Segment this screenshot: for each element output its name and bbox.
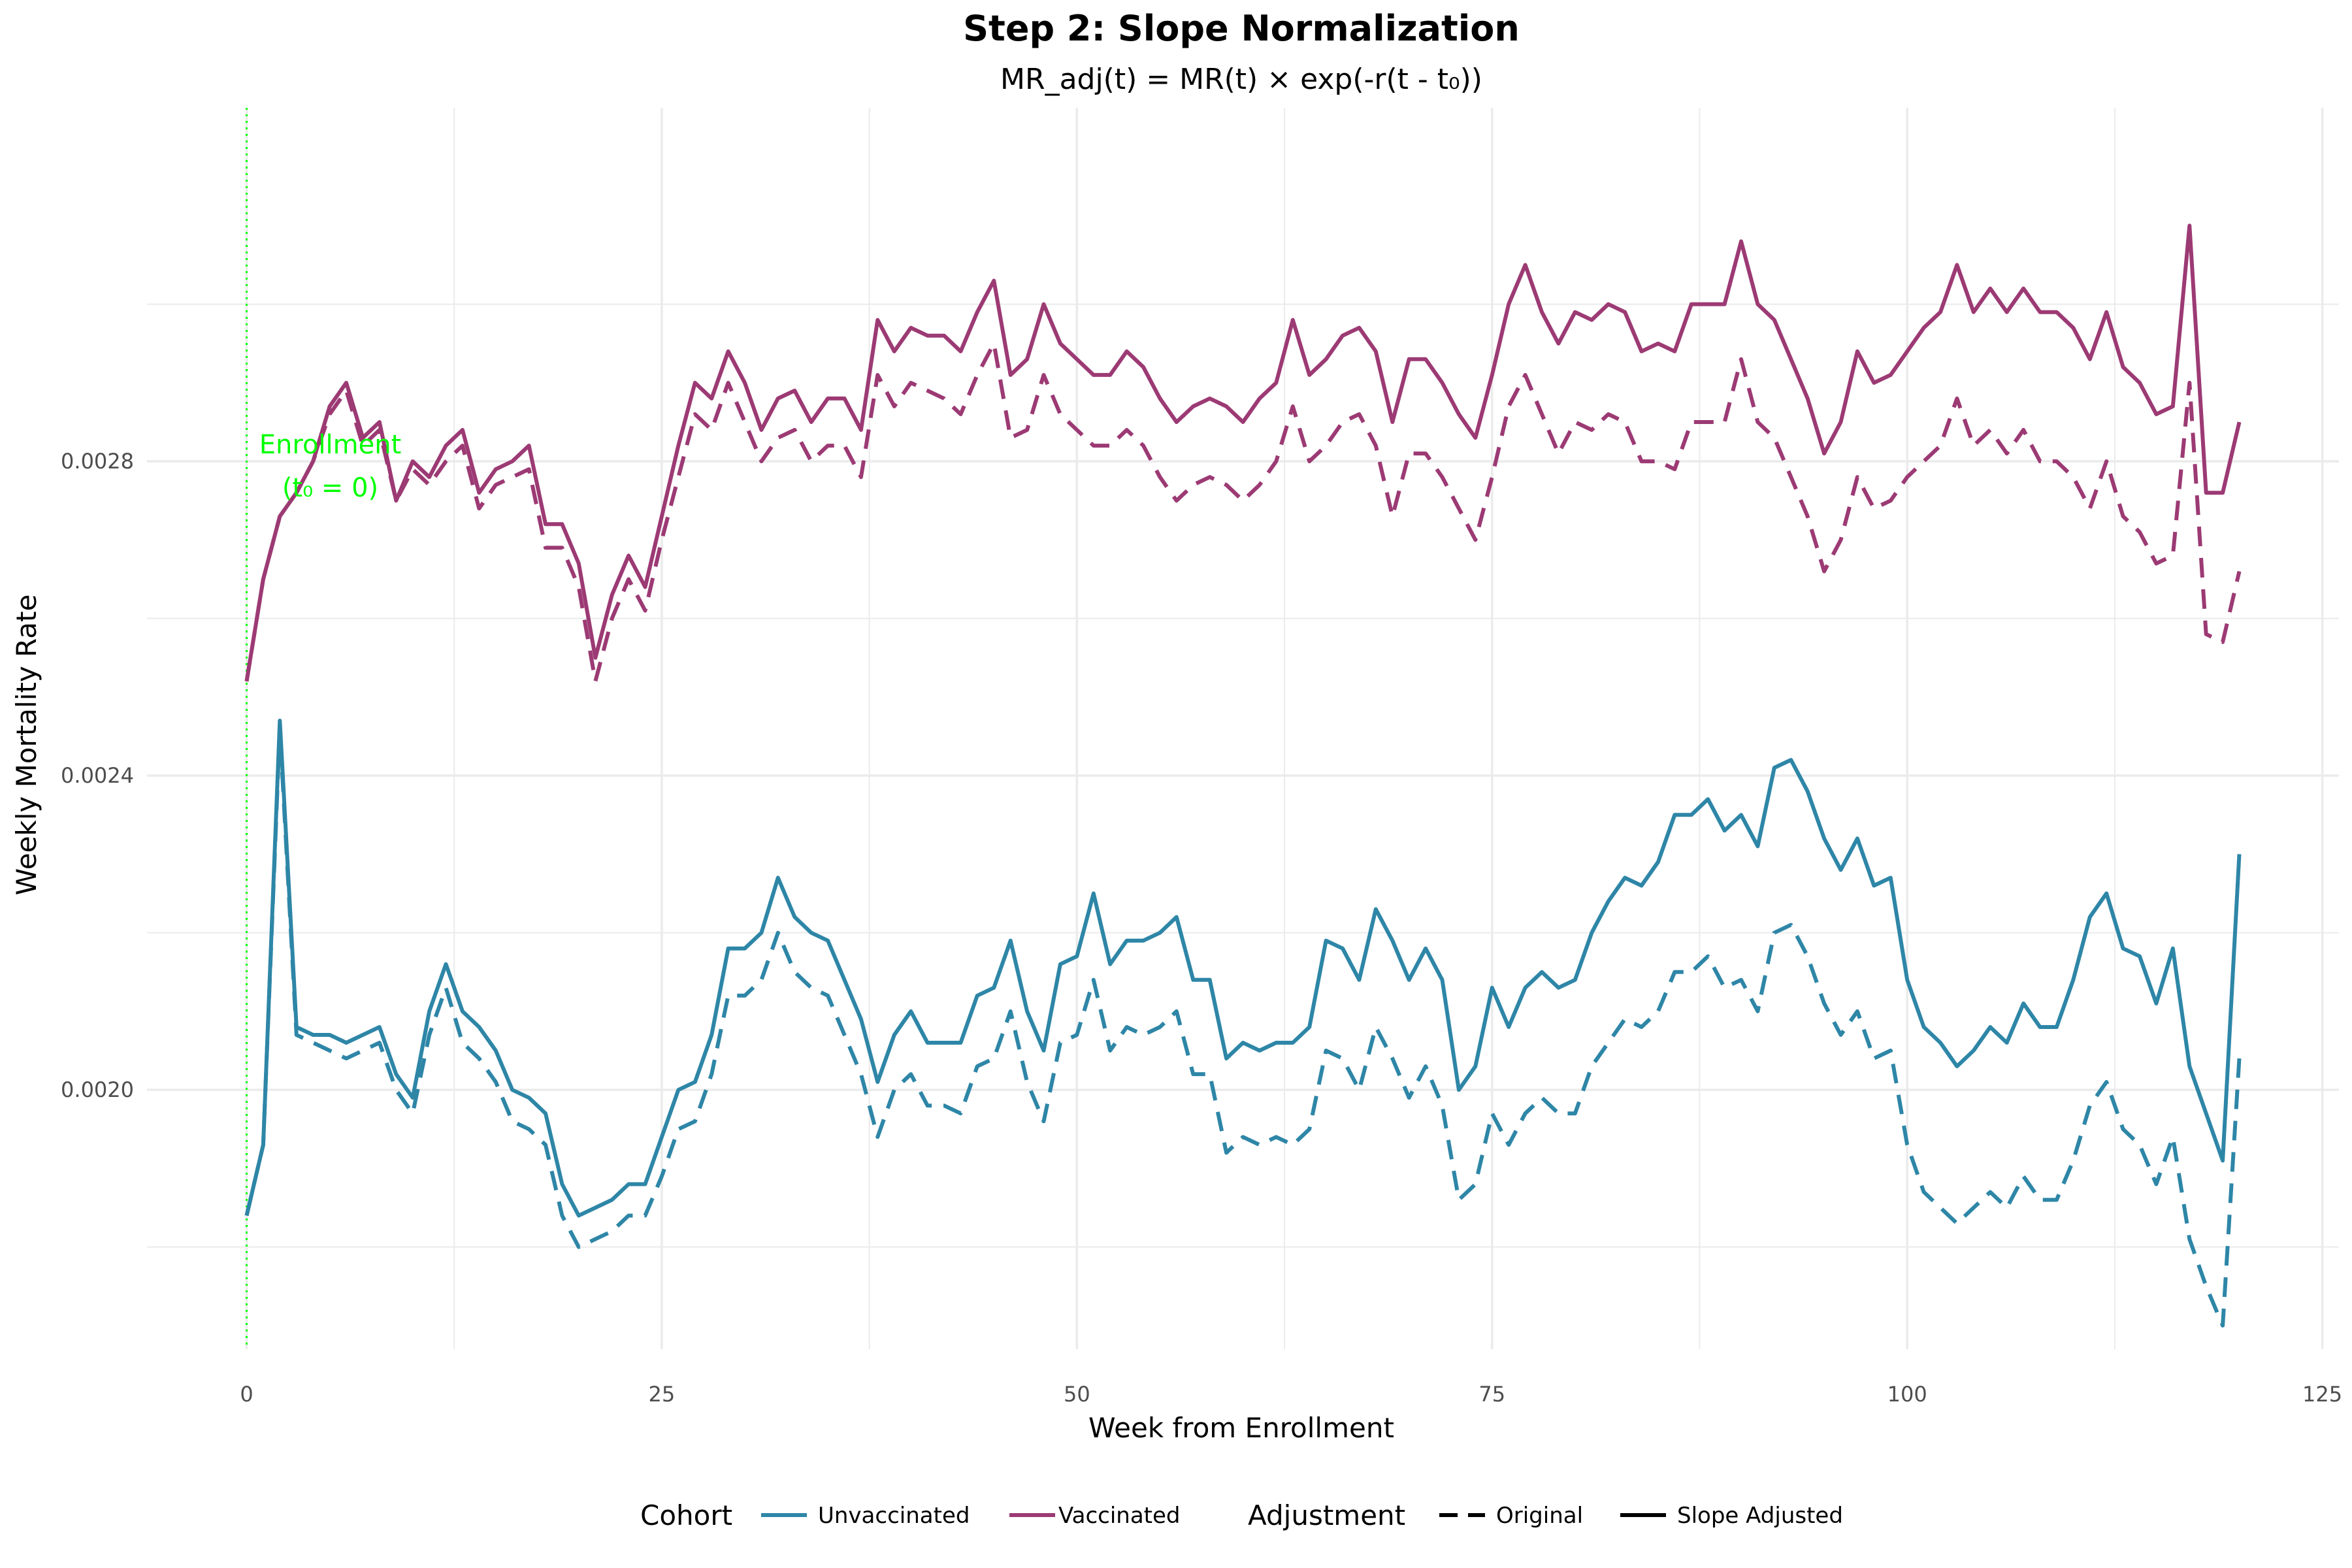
grid-minor (147, 108, 2339, 1349)
legend: Cohort Unvaccinated Vaccinated Adjustmen… (640, 1499, 1843, 1531)
x-axis-title: Week from Enrollment (1088, 1412, 1394, 1444)
x-tick-label: 100 (1887, 1382, 1927, 1407)
x-tick-label: 25 (649, 1382, 676, 1407)
y-tick-label: 0.0024 (61, 763, 134, 788)
series-layer (244, 223, 2242, 1328)
enrollment-annotation-line1: Enrollment (259, 430, 402, 460)
y-tick-label: 0.0020 (61, 1077, 134, 1102)
chart-title: Step 2: Slope Normalization (963, 8, 1520, 49)
x-tick-label: 125 (2302, 1382, 2342, 1407)
legend-label-unvaccinated: Unvaccinated (818, 1503, 970, 1529)
y-tick-label: 0.0028 (61, 449, 134, 474)
legend-label-vaccinated: Vaccinated (1058, 1503, 1181, 1529)
legend-adjustment-title: Adjustment (1248, 1499, 1405, 1531)
chart-subtitle: MR_adj(t) = MR(t) × exp(-r(t - t₀)) (1000, 63, 1482, 96)
legend-label-original: Original (1496, 1503, 1583, 1529)
series-vaccinated-original (244, 341, 2242, 683)
x-axis-ticks: 0 25 50 75 100 125 (240, 1382, 2342, 1407)
series-vaccinated-slope-adjusted (244, 223, 2242, 682)
y-axis-title: Weekly Mortality Rate (10, 595, 42, 896)
series-unvaccinated-original (244, 727, 2242, 1328)
series-unvaccinated-slope-adjusted (244, 719, 2242, 1218)
x-tick-label: 50 (1064, 1382, 1090, 1407)
legend-cohort-title: Cohort (640, 1499, 732, 1531)
legend-label-slope-adjusted: Slope Adjusted (1677, 1503, 1843, 1529)
x-tick-label: 75 (1478, 1382, 1505, 1407)
y-axis-ticks: 0.0020 0.0024 0.0028 (61, 449, 134, 1102)
enrollment-annotation-line2: (t₀ = 0) (282, 473, 378, 503)
x-tick-label: 0 (240, 1382, 253, 1407)
